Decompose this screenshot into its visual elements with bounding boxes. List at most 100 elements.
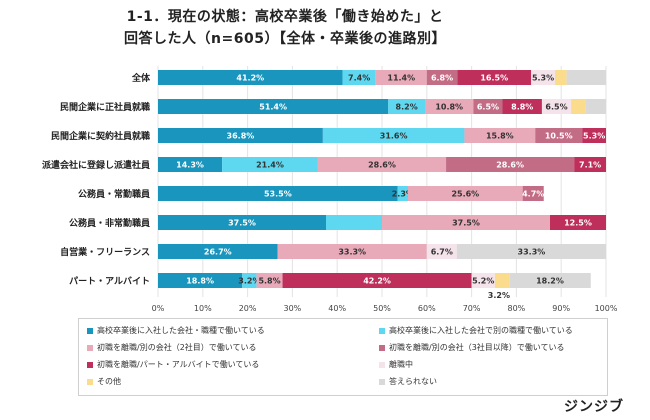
category-label: 民間企業に契約社員就職 bbox=[51, 130, 150, 142]
data-label: 12.5% bbox=[564, 219, 592, 228]
bar-segment bbox=[158, 99, 389, 114]
bar-segment bbox=[550, 215, 606, 230]
brand-logo-text: ジンジブ bbox=[564, 399, 624, 415]
legend-item: 答えられない bbox=[379, 376, 437, 387]
bar-segment bbox=[158, 215, 326, 230]
bar-segment bbox=[397, 186, 408, 201]
data-label: 16.5% bbox=[480, 74, 508, 83]
legend-item: その他 bbox=[87, 376, 121, 387]
data-label: 18.2% bbox=[536, 277, 564, 286]
bar-segment bbox=[282, 273, 472, 288]
bar-segment bbox=[494, 273, 510, 288]
data-label: 5.2% bbox=[472, 277, 494, 286]
data-label: 8.8% bbox=[511, 103, 533, 112]
chart-legend: 高校卒業後に入社した会社・職種で働いている 高校卒業後に入社した会社で別の職種で働… bbox=[78, 318, 608, 396]
legend-item: 高校卒業後に入社した会社・職種で働いている bbox=[87, 325, 265, 336]
bar-segment bbox=[158, 244, 278, 259]
bar-segment bbox=[541, 99, 572, 114]
bar-segment bbox=[277, 244, 427, 259]
data-label: 6.5% bbox=[477, 103, 499, 112]
x-tick-label: 30% bbox=[284, 304, 302, 313]
data-label: 25.6% bbox=[451, 190, 479, 199]
data-label: 11.4% bbox=[387, 74, 415, 83]
legend-item: 初職を離職/別の会社（3社目以降）で働いている bbox=[379, 342, 565, 353]
legend-label: 初職を離職/別の会社（3社目以降）で働いている bbox=[389, 343, 565, 352]
bar-segment bbox=[535, 128, 583, 143]
bar-segment bbox=[256, 273, 283, 288]
data-label: 6.7% bbox=[431, 248, 453, 257]
bar-segment bbox=[471, 273, 495, 288]
x-tick-label: 0% bbox=[152, 304, 165, 313]
bar-segment bbox=[571, 99, 586, 114]
bar-segment bbox=[326, 215, 382, 230]
bar-segment bbox=[464, 128, 536, 143]
bar-segment bbox=[446, 157, 575, 172]
chart-title-line2: 回答した人（n=605）【全体・卒業後の進路別】 bbox=[124, 31, 446, 47]
x-tick-label: 100% bbox=[595, 304, 618, 313]
data-label: 51.4% bbox=[259, 103, 287, 112]
data-label: 33.3% bbox=[338, 248, 366, 257]
data-label: 6.5% bbox=[545, 103, 567, 112]
data-label: 3.2% bbox=[488, 291, 510, 300]
bar-segment bbox=[457, 70, 532, 85]
bar-segment bbox=[582, 128, 606, 143]
bar-segment bbox=[585, 99, 606, 114]
category-label: 公務員・非常勤職員 bbox=[69, 217, 150, 229]
data-label: 3.2% bbox=[238, 277, 260, 286]
bar-segment bbox=[342, 70, 376, 85]
bar-segment bbox=[158, 70, 343, 85]
x-tick-label: 40% bbox=[328, 304, 346, 313]
legend-swatch bbox=[379, 361, 385, 368]
bar-segment bbox=[158, 186, 398, 201]
data-label: 37.5% bbox=[452, 219, 480, 228]
legend-swatch bbox=[379, 378, 385, 385]
bar-segment bbox=[502, 99, 542, 114]
category-label: 全体 bbox=[131, 72, 151, 84]
bar-segment bbox=[158, 128, 323, 143]
bar-segment bbox=[522, 186, 544, 201]
chart-title-line1: 1-1．現在の状態：高校卒業後「働き始めた」と bbox=[126, 9, 444, 25]
bar-segment bbox=[425, 99, 474, 114]
data-label: 37.5% bbox=[228, 219, 256, 228]
category-label: 公務員・常勤職員 bbox=[78, 188, 150, 200]
bar-segment bbox=[375, 70, 427, 85]
legend-label: 答えられない bbox=[389, 377, 437, 386]
bar-segment bbox=[158, 157, 223, 172]
category-label: パート・アルバイト bbox=[69, 275, 150, 287]
category-label: 自営業・フリーランス bbox=[60, 246, 150, 258]
data-label: 18.8% bbox=[186, 277, 214, 286]
x-tick-label: 70% bbox=[463, 304, 481, 313]
bar-segment bbox=[531, 70, 555, 85]
data-label: 7.1% bbox=[579, 161, 601, 170]
data-label: 33.3% bbox=[518, 248, 546, 257]
x-tick-label: 90% bbox=[552, 304, 570, 313]
legend-label: 高校卒業後に入社した会社・職種で働いている bbox=[97, 326, 265, 335]
data-label: 2.3% bbox=[392, 190, 414, 199]
bar-segment bbox=[509, 273, 591, 288]
data-label: 26.7% bbox=[204, 248, 232, 257]
data-label: 42.2% bbox=[363, 277, 391, 286]
x-tick-label: 10% bbox=[194, 304, 212, 313]
legend-label: 初職を離職/パート・アルバイトで働いている bbox=[97, 360, 260, 369]
data-label: 7.4% bbox=[348, 74, 370, 83]
bar-segment bbox=[426, 70, 458, 85]
data-label: 5.8% bbox=[258, 277, 280, 286]
legend-label: 初職を離職/別の会社（2社目）で働いている bbox=[97, 343, 257, 352]
legend-label: その他 bbox=[97, 377, 121, 386]
x-tick-label: 50% bbox=[373, 304, 391, 313]
data-label: 15.8% bbox=[486, 132, 514, 141]
legend-item: 離職中 bbox=[379, 359, 413, 370]
bar-segment bbox=[388, 99, 426, 114]
legend-label: 高校卒業後に入社した会社で別の職種で働いている bbox=[389, 326, 573, 335]
bar-segment bbox=[222, 157, 318, 172]
data-label: 21.4% bbox=[256, 161, 284, 170]
bar-segment bbox=[473, 99, 503, 114]
data-label: 5.3% bbox=[532, 74, 554, 83]
data-label: 31.6% bbox=[380, 132, 408, 141]
bar-segment bbox=[158, 273, 243, 288]
data-label: 53.5% bbox=[264, 190, 292, 199]
data-label: 28.6% bbox=[496, 161, 524, 170]
data-label: 8.2% bbox=[396, 103, 418, 112]
data-label: 10.8% bbox=[435, 103, 463, 112]
legend-label: 離職中 bbox=[389, 360, 413, 369]
